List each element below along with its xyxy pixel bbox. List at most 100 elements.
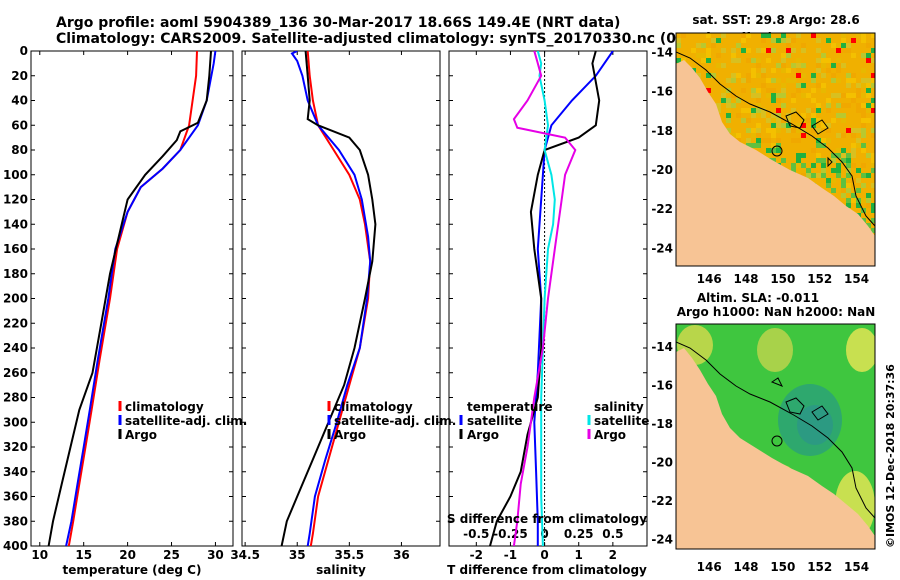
sst-pixel — [711, 73, 716, 78]
sst-pixel — [861, 218, 866, 223]
sst-pixel — [866, 83, 871, 88]
sst-pixel — [741, 78, 746, 83]
sst-pixel — [796, 153, 801, 158]
sst-pixel — [821, 163, 826, 168]
legend-label-satellite: satellite-adj. clim. — [125, 414, 247, 428]
sst-pixel — [821, 88, 826, 93]
sst-pixel — [851, 93, 856, 98]
sst-pixel — [771, 118, 776, 123]
sst-pixel — [781, 118, 786, 123]
sla-map — [675, 323, 876, 550]
sst-pixel — [716, 103, 721, 108]
sla-map-lat-label: -14 — [651, 340, 673, 354]
sst-pixel — [721, 93, 726, 98]
sst-pixel — [841, 188, 846, 193]
difference-series-t-satellite — [533, 51, 614, 546]
sst-pixel — [786, 53, 791, 58]
sst-pixel — [801, 43, 806, 48]
sst-pixel — [736, 138, 741, 143]
sst-pixel — [806, 93, 811, 98]
sst-pixel — [811, 33, 816, 38]
sst-pixel — [836, 153, 841, 158]
sst-pixel — [851, 78, 856, 83]
sst-pixel — [811, 113, 816, 118]
sst-pixel — [856, 168, 861, 173]
difference-legend: temperature salinity satellite Argo sate… — [459, 400, 649, 442]
legend-label-satellite: satellite-adj. clim. — [334, 414, 456, 428]
sla-map-lat-label: -20 — [651, 455, 673, 469]
sla-map-title-line1: Altim. SLA: -0.011 — [697, 291, 819, 305]
sst-pixel — [746, 33, 751, 38]
sst-pixel — [791, 138, 796, 143]
sst-pixel — [751, 128, 756, 133]
sst-pixel — [726, 78, 731, 83]
sst-pixel — [766, 148, 771, 153]
sst-pixel — [806, 173, 811, 178]
difference-series-s-argo — [512, 51, 577, 546]
sst-pixel — [866, 153, 871, 158]
sst-pixel — [676, 38, 681, 43]
sst-pixel — [746, 128, 751, 133]
sst-pixel — [801, 73, 806, 78]
sst-pixel — [841, 193, 846, 198]
temperature-plot-frame — [30, 50, 234, 547]
sst-pixel — [796, 128, 801, 133]
sst-pixel — [851, 53, 856, 58]
sst-pixel — [816, 38, 821, 43]
sst-pixel — [716, 108, 721, 113]
sst-pixel — [826, 38, 831, 43]
sst-pixel — [701, 58, 706, 63]
s-difference-tick-label: -0.25 — [493, 527, 528, 541]
sst-pixel — [831, 93, 836, 98]
sst-pixel — [871, 193, 875, 198]
sst-pixel — [771, 148, 776, 153]
sst-pixel — [871, 78, 875, 83]
depth-tick-label: 180 — [3, 267, 28, 281]
sst-pixel — [871, 158, 875, 163]
sst-pixel — [736, 98, 741, 103]
depth-tick-label: 340 — [3, 465, 28, 479]
sst-pixel — [721, 63, 726, 68]
sst-map-lat-label: -16 — [651, 85, 673, 99]
sst-pixel — [796, 73, 801, 78]
sst-pixel — [871, 163, 875, 168]
sst-pixel — [831, 73, 836, 78]
salinity-xtick-label: 35.5 — [335, 548, 365, 562]
sst-pixel — [846, 78, 851, 83]
sst-pixel — [846, 163, 851, 168]
sst-pixel — [736, 43, 741, 48]
depth-tick-label: 360 — [3, 490, 28, 504]
sst-pixel — [751, 133, 756, 138]
sst-pixel — [861, 133, 866, 138]
sst-pixel — [736, 133, 741, 138]
difference-series-s-satellite — [536, 51, 556, 546]
sst-pixel — [871, 48, 875, 53]
sst-pixel — [816, 173, 821, 178]
sst-pixel — [871, 218, 875, 223]
sst-pixel — [741, 88, 746, 93]
sst-pixel — [781, 63, 786, 68]
sst-pixel — [706, 88, 711, 93]
sst-pixel — [791, 48, 796, 53]
sst-pixel — [866, 43, 871, 48]
sst-pixel — [866, 193, 871, 198]
sst-pixel — [796, 158, 801, 163]
sst-pixel — [756, 73, 761, 78]
sst-pixel — [796, 33, 801, 38]
sst-pixel — [771, 143, 776, 148]
sst-pixel — [786, 48, 791, 53]
sst-pixel — [771, 38, 776, 43]
sst-pixel — [816, 103, 821, 108]
legend-label-climatology: climatology — [125, 400, 204, 414]
salinity-xtick-label: 34.5 — [230, 548, 260, 562]
sst-pixel — [801, 153, 806, 158]
sst-pixel — [836, 113, 841, 118]
legend-label-argo: Argo — [334, 428, 366, 442]
sst-pixel — [856, 188, 861, 193]
sst-pixel — [871, 168, 875, 173]
sst-pixel — [731, 78, 736, 83]
sst-pixel — [766, 153, 771, 158]
sst-pixel — [741, 38, 746, 43]
sst-pixel — [791, 78, 796, 83]
sst-pixel — [871, 153, 875, 158]
